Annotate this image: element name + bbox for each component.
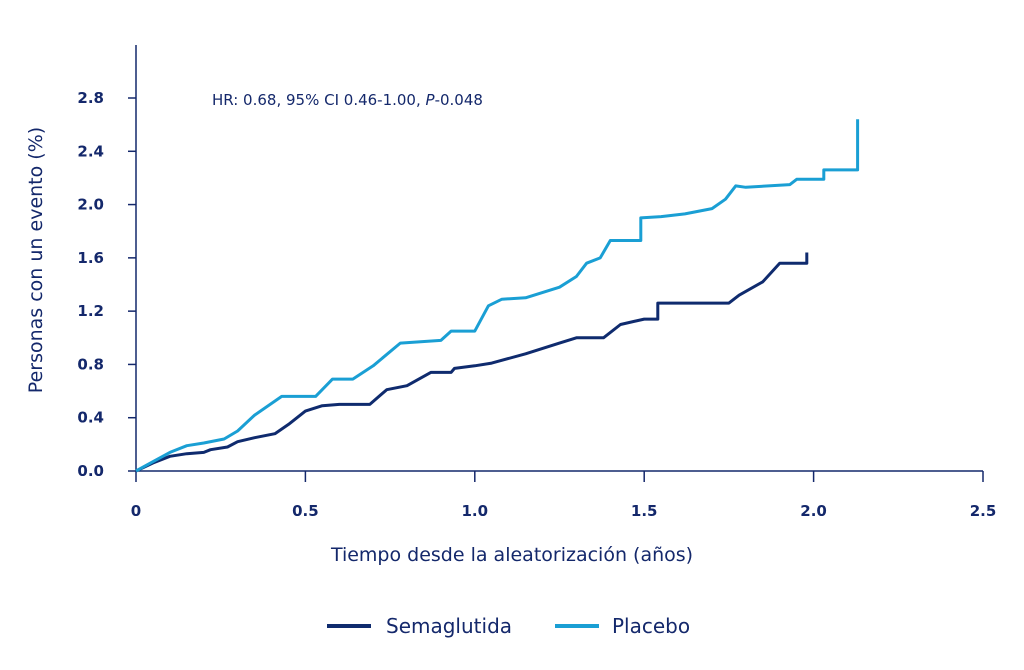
- y-tick-label: 0.4: [77, 409, 104, 427]
- series-line-placebo: [135, 119, 860, 473]
- legend-label-semaglutida: Semaglutida: [386, 614, 512, 638]
- x-tick-label: 1.5: [631, 502, 658, 520]
- x-tick-label: 1.0: [462, 502, 489, 520]
- y-tick-label: 1.6: [77, 249, 104, 267]
- y-tick-label: 2.8: [77, 89, 104, 107]
- series-line-semaglutida: [135, 252, 809, 473]
- x-axis-ticks: 0 0.5 1.0 1.5 2.0 2.5: [131, 471, 997, 520]
- hazard-ratio-annotation: HR: 0.68, 95% CI 0.46-1.00, P-0.048: [212, 91, 483, 109]
- y-axis-ticks: 0.0 0.4 0.8 1.2 1.6 2.0 2.4 2.8: [77, 89, 136, 480]
- x-tick-label: 0.5: [292, 502, 319, 520]
- y-tick-label: 0.8: [77, 355, 104, 373]
- legend-label-placebo: Placebo: [612, 614, 690, 638]
- y-tick-label: 1.2: [77, 302, 104, 320]
- y-tick-label: 0.0: [77, 462, 104, 480]
- legend: Semaglutida Placebo: [327, 614, 690, 638]
- x-tick-label: 2.5: [970, 502, 997, 520]
- y-tick-label: 2.0: [77, 196, 104, 214]
- series-lines: [135, 119, 860, 473]
- y-tick-label: 2.4: [77, 142, 104, 160]
- x-tick-label: 0: [131, 502, 141, 520]
- x-tick-label: 2.0: [800, 502, 827, 520]
- y-axis-title: Personas con un evento (%): [25, 127, 47, 393]
- x-axis-title: Tiempo desde la aleatorización (años): [330, 544, 693, 566]
